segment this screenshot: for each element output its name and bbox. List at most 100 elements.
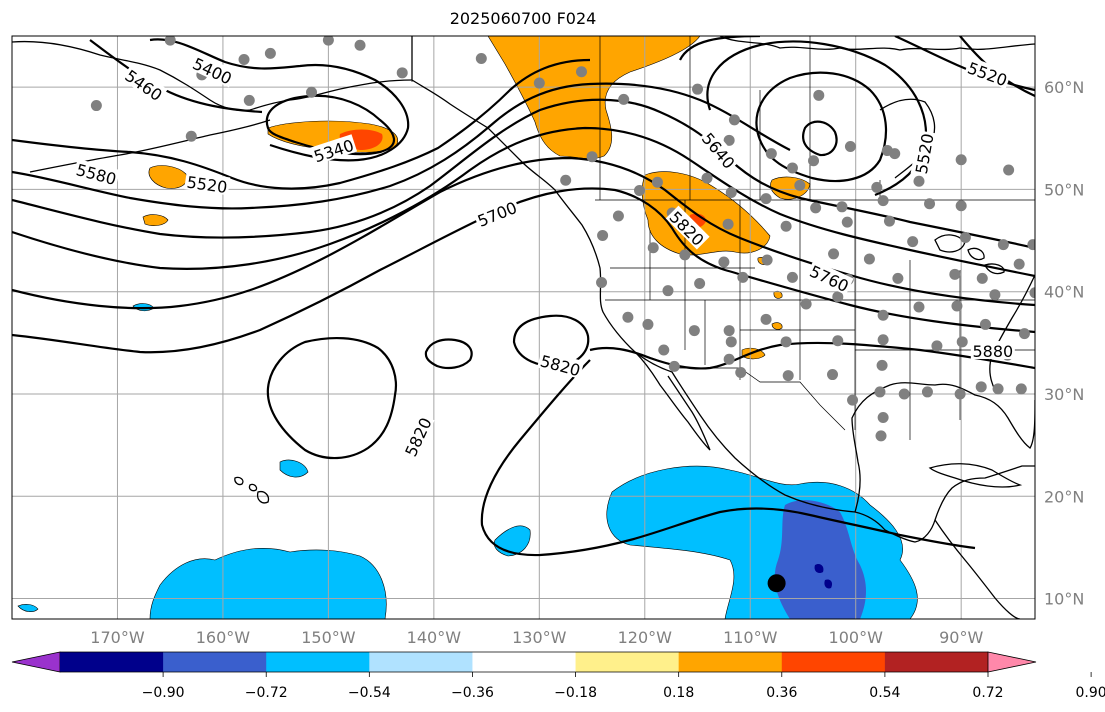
shading-orange-canada (487, 36, 701, 159)
latitude-label: 60°N (1044, 78, 1084, 97)
station-dot (701, 172, 713, 184)
coastline-baja (634, 351, 711, 451)
station-dot (832, 335, 844, 347)
station-dot (975, 381, 987, 393)
station-dot (808, 155, 820, 167)
station-dot (1034, 413, 1035, 418)
storm-center-marker (767, 574, 786, 593)
station-dot (533, 77, 545, 89)
colorbar-segment (369, 652, 473, 672)
station-dot (354, 39, 366, 51)
colorbar-segment (884, 652, 989, 672)
station-dot (651, 176, 663, 188)
station-dot (992, 383, 1004, 395)
colorbar-tick-label: −0.36 (451, 685, 494, 701)
contour-label-background (309, 134, 358, 165)
colorbar-tick-label: 0.18 (663, 685, 694, 701)
colorbar-segment (60, 652, 164, 672)
contour-label-background (698, 127, 741, 173)
colorbar-tick-label: 0.36 (766, 685, 797, 701)
colorbar (11, 651, 1037, 673)
colorbar-extend-high (987, 651, 1037, 673)
shading-navy-mexico (814, 563, 824, 574)
station-dot (668, 360, 680, 372)
contour-label-background (184, 171, 231, 196)
station-dot (475, 53, 487, 65)
station-dot (243, 94, 255, 106)
station-dot (576, 66, 588, 78)
longitude-label: 120°W (618, 628, 673, 647)
station-dot (877, 412, 889, 424)
colorbar-ticks: −0.90 −0.72 −0.54 −0.36 −0.18 0.18 0.36 0.54 0.7… (142, 672, 1105, 701)
border-us-mexico (634, 351, 846, 431)
station-dot (832, 291, 844, 303)
station-dot (1040, 423, 1051, 434)
colorbar-segment (781, 652, 886, 672)
station-dot (956, 336, 968, 348)
station-dot (1015, 383, 1027, 395)
contour-5880 (589, 341, 1035, 370)
contour-label-background (73, 158, 121, 188)
colorbar-tick-label: −0.54 (348, 685, 391, 701)
shading-darkblue-mexico (774, 500, 866, 619)
station-dot (164, 36, 176, 46)
contour-5580-east (755, 71, 887, 182)
station-dot (1018, 328, 1030, 340)
map-title: 2025060700 F024 (449, 9, 597, 28)
station-dot (979, 318, 991, 330)
contour-5640 (12, 98, 1035, 250)
map-frame (11, 35, 1036, 620)
station-dot (723, 325, 735, 337)
station-dot (1029, 287, 1035, 299)
station-dot (876, 359, 888, 371)
station-dot (959, 231, 971, 243)
coastline-gulf-of-mexico (851, 382, 1035, 513)
latitude-label: 20°N (1044, 487, 1084, 506)
station-dot (841, 216, 853, 228)
contour-5820-pacific (266, 336, 397, 460)
contour-label: 5880 (972, 342, 1013, 361)
station-dot (760, 193, 772, 205)
coastline-central-america (934, 519, 1021, 619)
station-dot (238, 54, 250, 66)
coastline-north-america (411, 36, 1035, 543)
height-contours (12, 36, 1035, 557)
station-dot (722, 218, 734, 230)
station-dot (976, 272, 988, 284)
station-dot (871, 181, 883, 193)
station-dot (1027, 239, 1035, 251)
station-dot (951, 300, 963, 312)
station-dot (735, 367, 747, 379)
contour-5400 (149, 38, 410, 162)
station-dot (875, 430, 887, 442)
station-dot (694, 278, 706, 290)
station-dot (877, 195, 889, 207)
station-dot (898, 388, 910, 400)
station-dot (396, 67, 408, 79)
station-dot (924, 198, 936, 210)
station-dot (907, 236, 919, 248)
border-canada-provinces (599, 36, 881, 200)
longitude-label: 150°W (301, 628, 356, 647)
contour-5520-east (802, 120, 838, 157)
station-dot (827, 369, 839, 381)
coastline-hawaii (234, 476, 270, 504)
station-dot (782, 370, 794, 382)
shading-orange-nm2 (771, 322, 783, 330)
colorbar-tick-label: −0.18 (554, 685, 597, 701)
colorbar-segment (472, 652, 577, 672)
station-dot (997, 239, 1009, 251)
station-dot (718, 256, 730, 268)
station-dot (889, 148, 901, 160)
longitude-label: 130°W (512, 628, 567, 647)
station-dot (813, 89, 825, 101)
station-dot (786, 162, 798, 174)
colorbar-tick-label: −0.90 (142, 685, 185, 701)
station-dot (1058, 431, 1069, 442)
station-dot (874, 386, 886, 398)
station-dot (185, 130, 197, 142)
negative-anomaly-shading (17, 303, 918, 619)
station-dot (955, 154, 967, 166)
station-dot (847, 394, 859, 406)
contour-label-background (964, 56, 1012, 89)
